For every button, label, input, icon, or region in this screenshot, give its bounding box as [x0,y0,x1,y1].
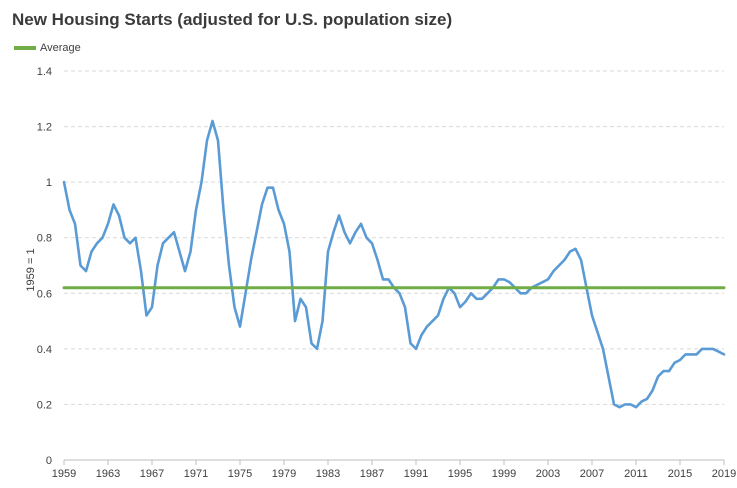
y-tick-label: 0.4 [37,344,52,356]
housing-starts-line [62,119,726,409]
y-tick-label: 0 [46,455,52,467]
chart-title: New Housing Starts (adjusted for U.S. po… [12,10,453,29]
x-tick-label: 1975 [228,468,252,480]
x-tick-label: 1959 [52,468,76,480]
series-layer [62,119,726,409]
legend-swatch [14,46,36,50]
x-tick-label: 1995 [448,468,472,480]
x-tick-label: 1999 [492,468,516,480]
x-tick-label: 2007 [580,468,604,480]
y-tick-label: 1.4 [37,66,52,78]
legend: Average [14,42,81,54]
y-tick-label: 0.2 [37,399,52,411]
axes: 0 0.2 0.4 0.6 0.8 1 1.2 1.4 1959 1963 1967 1971 1975… [37,66,737,480]
legend-label-average: Average [40,42,81,54]
y-axis-label: 1959 = 1 [25,248,37,291]
y-tick-label: 0.6 [37,288,52,300]
x-tick-label: 1983 [316,468,340,480]
x-tick-label: 2015 [668,468,692,480]
x-tick-label: 2003 [536,468,560,480]
y-tick-label: 1 [46,177,52,189]
y-tick-label: 1.2 [37,122,52,134]
x-tick-label: 1963 [96,468,120,480]
gridlines [64,70,724,405]
x-tick-label: 1991 [404,468,428,480]
x-tick-label: 2019 [712,468,736,480]
x-tick-label: 2011 [624,468,648,480]
x-tick-label: 1971 [184,468,208,480]
x-tick-label: 1987 [360,468,384,480]
x-tick-label: 1967 [140,468,164,480]
x-tick-label: 1979 [272,468,296,480]
y-tick-label: 0.8 [37,233,52,245]
